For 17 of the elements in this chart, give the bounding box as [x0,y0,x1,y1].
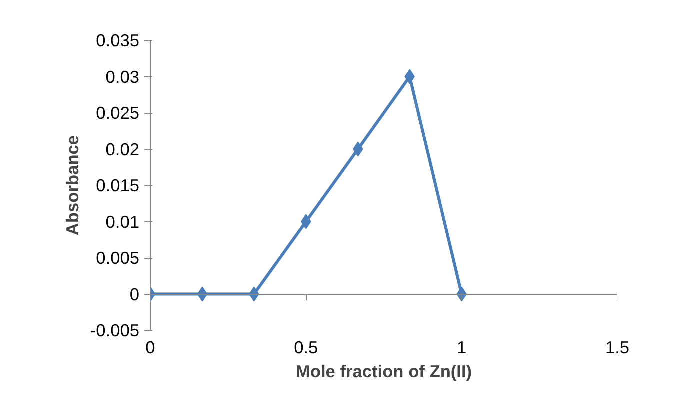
y-axis-title: Absorbance [62,135,82,236]
point [352,142,364,157]
y-tick-label: 0.02 [106,139,140,160]
point [404,69,416,84]
y-tick-label: 0.015 [96,176,140,196]
y-tick-label: 0.005 [96,248,140,268]
x-tick-label: 0.5 [294,338,318,358]
x-tick-label: 1.5 [605,338,630,358]
y-tick-label: 0 [130,284,140,304]
y-tick-label: 0.03 [106,66,140,87]
y-tick-label: 0.01 [106,212,140,232]
y-tick-label: -0.005 [90,320,140,340]
x-tick-label: 0 [146,338,156,358]
x-tick-label: 1 [457,338,467,358]
y-tick-label: 0.025 [96,103,140,123]
y-tick-label: 0.035 [96,30,140,50]
x-axis-title: Mole fraction of Zn(II) [296,362,472,382]
